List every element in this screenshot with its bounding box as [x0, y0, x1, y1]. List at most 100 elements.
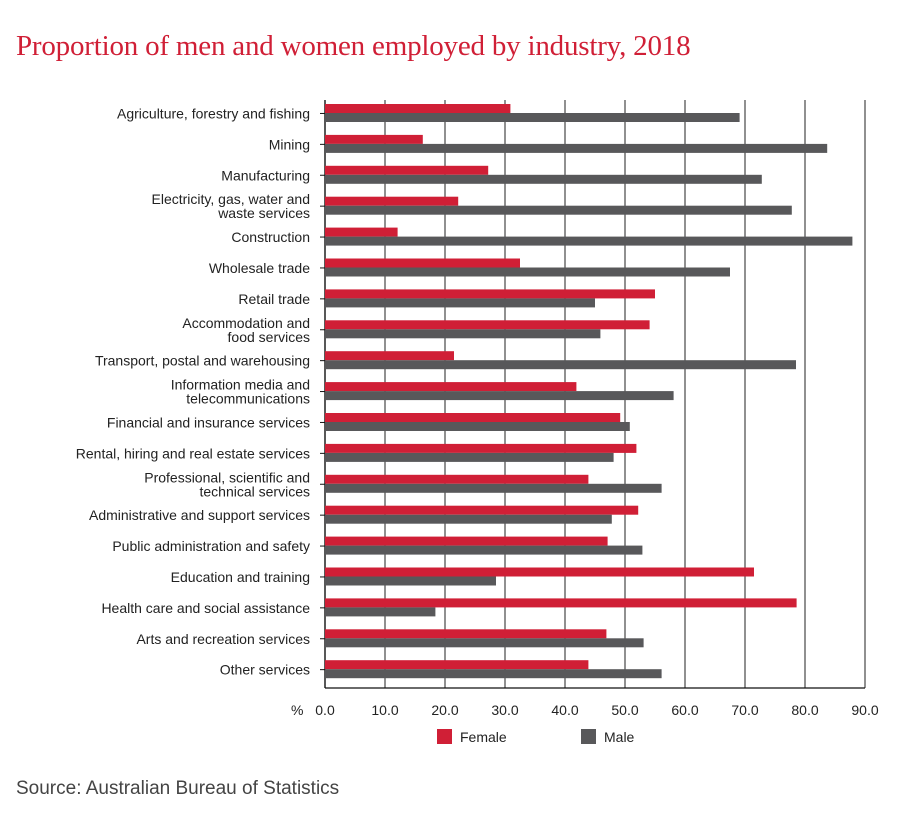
legend: Female Male [437, 729, 635, 745]
bar-male [325, 545, 643, 555]
bars [320, 104, 853, 679]
category-label: Wholesale trade [209, 260, 310, 276]
category-label-line: Accommodation and [182, 315, 310, 331]
x-axis-ticks: 0.0 10.0 20.0 30.0 40.0 50.0 60.0 70.0 80.0 90.0 [315, 702, 879, 718]
category-label: Mining [269, 136, 310, 152]
bar-female [325, 536, 608, 546]
category-label: Health care and social assistance [101, 600, 310, 616]
bar-female [325, 351, 454, 361]
x-axis-unit-label: % [291, 702, 303, 718]
category-label-line: Financial and insurance services [107, 414, 310, 430]
bar-female [325, 134, 423, 144]
bar-female [325, 443, 637, 453]
category-label: Agriculture, forestry and fishing [117, 105, 310, 121]
bar-male [325, 143, 828, 153]
bar-female [325, 505, 639, 515]
bar-male [325, 329, 601, 339]
bar-male [325, 205, 792, 215]
bar-female [325, 320, 650, 330]
chart-title: Proportion of men and women employed by … [16, 30, 691, 62]
bar-male [325, 298, 595, 308]
x-tick-label: 60.0 [671, 702, 698, 718]
bar-female [325, 289, 655, 299]
x-tick-label: 90.0 [851, 702, 878, 718]
category-label: Information media and telecommunications [171, 377, 310, 407]
bar-female [325, 227, 398, 237]
bar-male [325, 391, 674, 401]
category-label: Transport, postal and warehousing [95, 353, 310, 369]
source-note: Source: Australian Bureau of Statistics [16, 778, 340, 799]
legend-label-female: Female [460, 729, 507, 745]
category-label: Manufacturing [221, 167, 310, 183]
x-tick-label: 0.0 [315, 702, 335, 718]
category-label-line: Mining [269, 136, 310, 152]
bar-female [325, 258, 520, 268]
category-label-line: technical services [200, 483, 311, 499]
bar-male [325, 669, 662, 679]
bar-female [325, 196, 459, 206]
category-label-line: Professional, scientific and [144, 469, 310, 485]
category-label: Administrative and support services [89, 507, 310, 523]
category-label-line: Transport, postal and warehousing [95, 353, 310, 369]
category-labels: Agriculture, forestry and fishing Mining M… [76, 105, 310, 677]
category-label: Retail trade [238, 291, 310, 307]
category-label-line: Wholesale trade [209, 260, 310, 276]
category-label-line: Information media and [171, 377, 310, 393]
bar-male [325, 638, 644, 648]
category-label-line: Other services [220, 662, 310, 678]
bar-female [325, 567, 754, 577]
category-label-line: Electricity, gas, water and [152, 191, 310, 207]
legend-swatch-female [437, 729, 452, 744]
category-label-line: Health care and social assistance [101, 600, 310, 616]
bar-female [325, 598, 797, 608]
bar-male [325, 174, 762, 184]
bar-female [325, 413, 621, 422]
x-tick-label: 50.0 [611, 702, 638, 718]
x-tick-label: 30.0 [491, 702, 518, 718]
category-label: Electricity, gas, water and waste service… [152, 191, 310, 221]
category-label-line: Arts and recreation services [136, 631, 310, 647]
bar-male [325, 422, 630, 431]
category-label-line: Administrative and support services [89, 507, 310, 523]
category-label-line: food services [228, 329, 310, 345]
category-label: Construction [231, 229, 310, 245]
category-label: Education and training [171, 569, 310, 585]
bar-male [325, 607, 436, 617]
x-tick-label: 10.0 [371, 702, 398, 718]
bar-male [325, 576, 496, 586]
bar-male [325, 483, 662, 493]
category-label: Arts and recreation services [136, 631, 310, 647]
bar-male [325, 236, 853, 246]
category-label: Other services [220, 662, 310, 678]
bar-female [325, 660, 589, 670]
bar-male [325, 514, 612, 524]
bar-female [325, 474, 589, 484]
category-label-line: Retail trade [238, 291, 310, 307]
bar-male [325, 267, 730, 277]
bar-male [325, 113, 740, 122]
legend-label-male: Male [604, 729, 635, 745]
category-label: Financial and insurance services [107, 414, 310, 430]
category-label: Professional, scientific and technical se… [144, 469, 310, 499]
category-label-line: Education and training [171, 569, 310, 585]
bar-female [325, 382, 577, 392]
category-label-line: Rental, hiring and real estate services [76, 445, 310, 461]
bar-male [325, 360, 796, 370]
category-label: Accommodation and food services [182, 315, 310, 345]
category-label-line: Agriculture, forestry and fishing [117, 105, 310, 121]
legend-swatch-male [581, 729, 596, 744]
x-tick-label: 70.0 [731, 702, 758, 718]
category-label: Rental, hiring and real estate services [76, 445, 310, 461]
category-label-line: Construction [231, 229, 310, 245]
bar-female [325, 104, 511, 113]
category-label-line: telecommunications [186, 391, 310, 407]
x-tick-label: 40.0 [551, 702, 578, 718]
category-label: Public administration and safety [112, 538, 310, 554]
category-label-line: Manufacturing [221, 167, 310, 183]
bar-female [325, 629, 607, 639]
category-label-line: waste services [217, 205, 310, 221]
bar-female [325, 165, 489, 175]
x-tick-label: 80.0 [791, 702, 818, 718]
category-label-line: Public administration and safety [112, 538, 310, 554]
